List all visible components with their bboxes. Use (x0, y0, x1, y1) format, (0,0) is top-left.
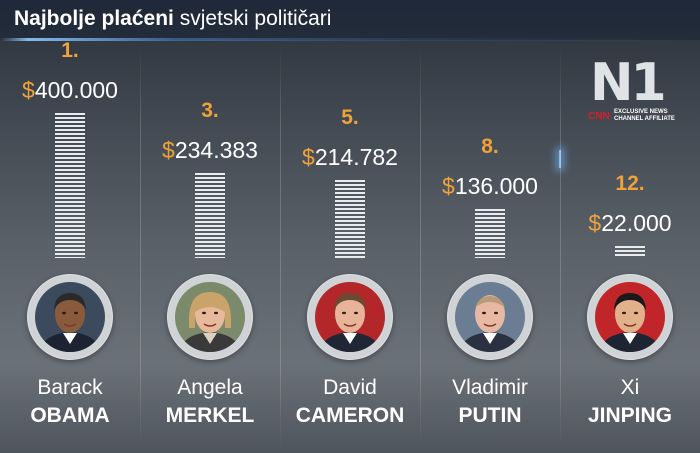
first-name: Vladimir (452, 376, 528, 399)
salary-amount: 400.000 (34, 77, 118, 103)
rank-label: 5. (341, 106, 359, 129)
affiliate-text: EXCLUSIVE NEWS CHANNEL AFFILIATE (614, 109, 675, 123)
page-title: Najbolje plaćeni svjetski političari (14, 7, 331, 31)
last-name: CAMERON (295, 404, 405, 427)
last-name: OBAMA (30, 404, 110, 427)
portrait-frame (447, 274, 533, 360)
column-divider (420, 48, 421, 448)
cnn-mark: CNN (588, 111, 610, 122)
salary-value: $22.000 (560, 210, 700, 237)
light-flare (559, 150, 561, 168)
salary-value: $214.782 (280, 144, 420, 171)
merkel-portrait (175, 282, 245, 352)
column-divider (280, 48, 281, 448)
currency-symbol: $ (162, 137, 175, 163)
xi-portrait (595, 282, 665, 352)
currency-symbol: $ (442, 173, 455, 199)
rank-label: 3. (201, 99, 219, 122)
header-flare (0, 38, 700, 41)
title-light: svjetski političari (179, 7, 332, 30)
portrait-frame (307, 274, 393, 360)
salary-bar (195, 173, 225, 258)
rank-label: 8. (481, 135, 499, 158)
currency-symbol: $ (302, 144, 315, 170)
salary-value: $136.000 (420, 173, 560, 200)
first-name: Angela (177, 376, 243, 399)
salary-amount: 136.000 (454, 173, 538, 199)
salary-bar (615, 246, 645, 258)
portrait-frame (167, 274, 253, 360)
column-divider (560, 48, 561, 448)
obama-portrait (35, 282, 105, 352)
rank-label: 12. (615, 172, 645, 195)
affiliate-line-2: CHANNEL AFFILIATE (614, 116, 675, 122)
portrait-frame (27, 274, 113, 360)
salary-value: $234.383 (140, 137, 280, 164)
last-name: PUTIN (458, 404, 522, 427)
currency-symbol: $ (588, 210, 602, 236)
salary-amount: 234.383 (174, 137, 258, 163)
first-name: David (323, 376, 377, 399)
last-name: MERKEL (165, 404, 255, 427)
header-bar: Najbolje plaćeni svjetski političari (0, 0, 700, 41)
n1-mark: N1 (590, 53, 667, 113)
last-name: JINPING (587, 404, 673, 427)
cameron-portrait (315, 282, 385, 352)
affiliate-line-1: EXCLUSIVE NEWS (614, 109, 668, 115)
salary-value: $400.000 (0, 77, 140, 104)
salary-bar (55, 113, 85, 258)
putin-portrait (455, 282, 525, 352)
rank-label: 1. (61, 39, 79, 62)
portrait-frame (587, 274, 673, 360)
salary-bar (335, 180, 365, 258)
first-name: Barack (37, 376, 103, 399)
salary-amount: 22.000 (601, 210, 672, 236)
currency-symbol: $ (22, 77, 35, 103)
first-name: Xi (620, 376, 640, 399)
salary-amount: 214.782 (314, 144, 398, 170)
salary-bar (475, 209, 505, 258)
n1-logo: N1 CNN EXCLUSIVE NEWS CHANNEL AFFILIATE (588, 53, 680, 127)
title-bold: Najbolje plaćeni (14, 7, 174, 30)
column-divider (140, 48, 141, 448)
